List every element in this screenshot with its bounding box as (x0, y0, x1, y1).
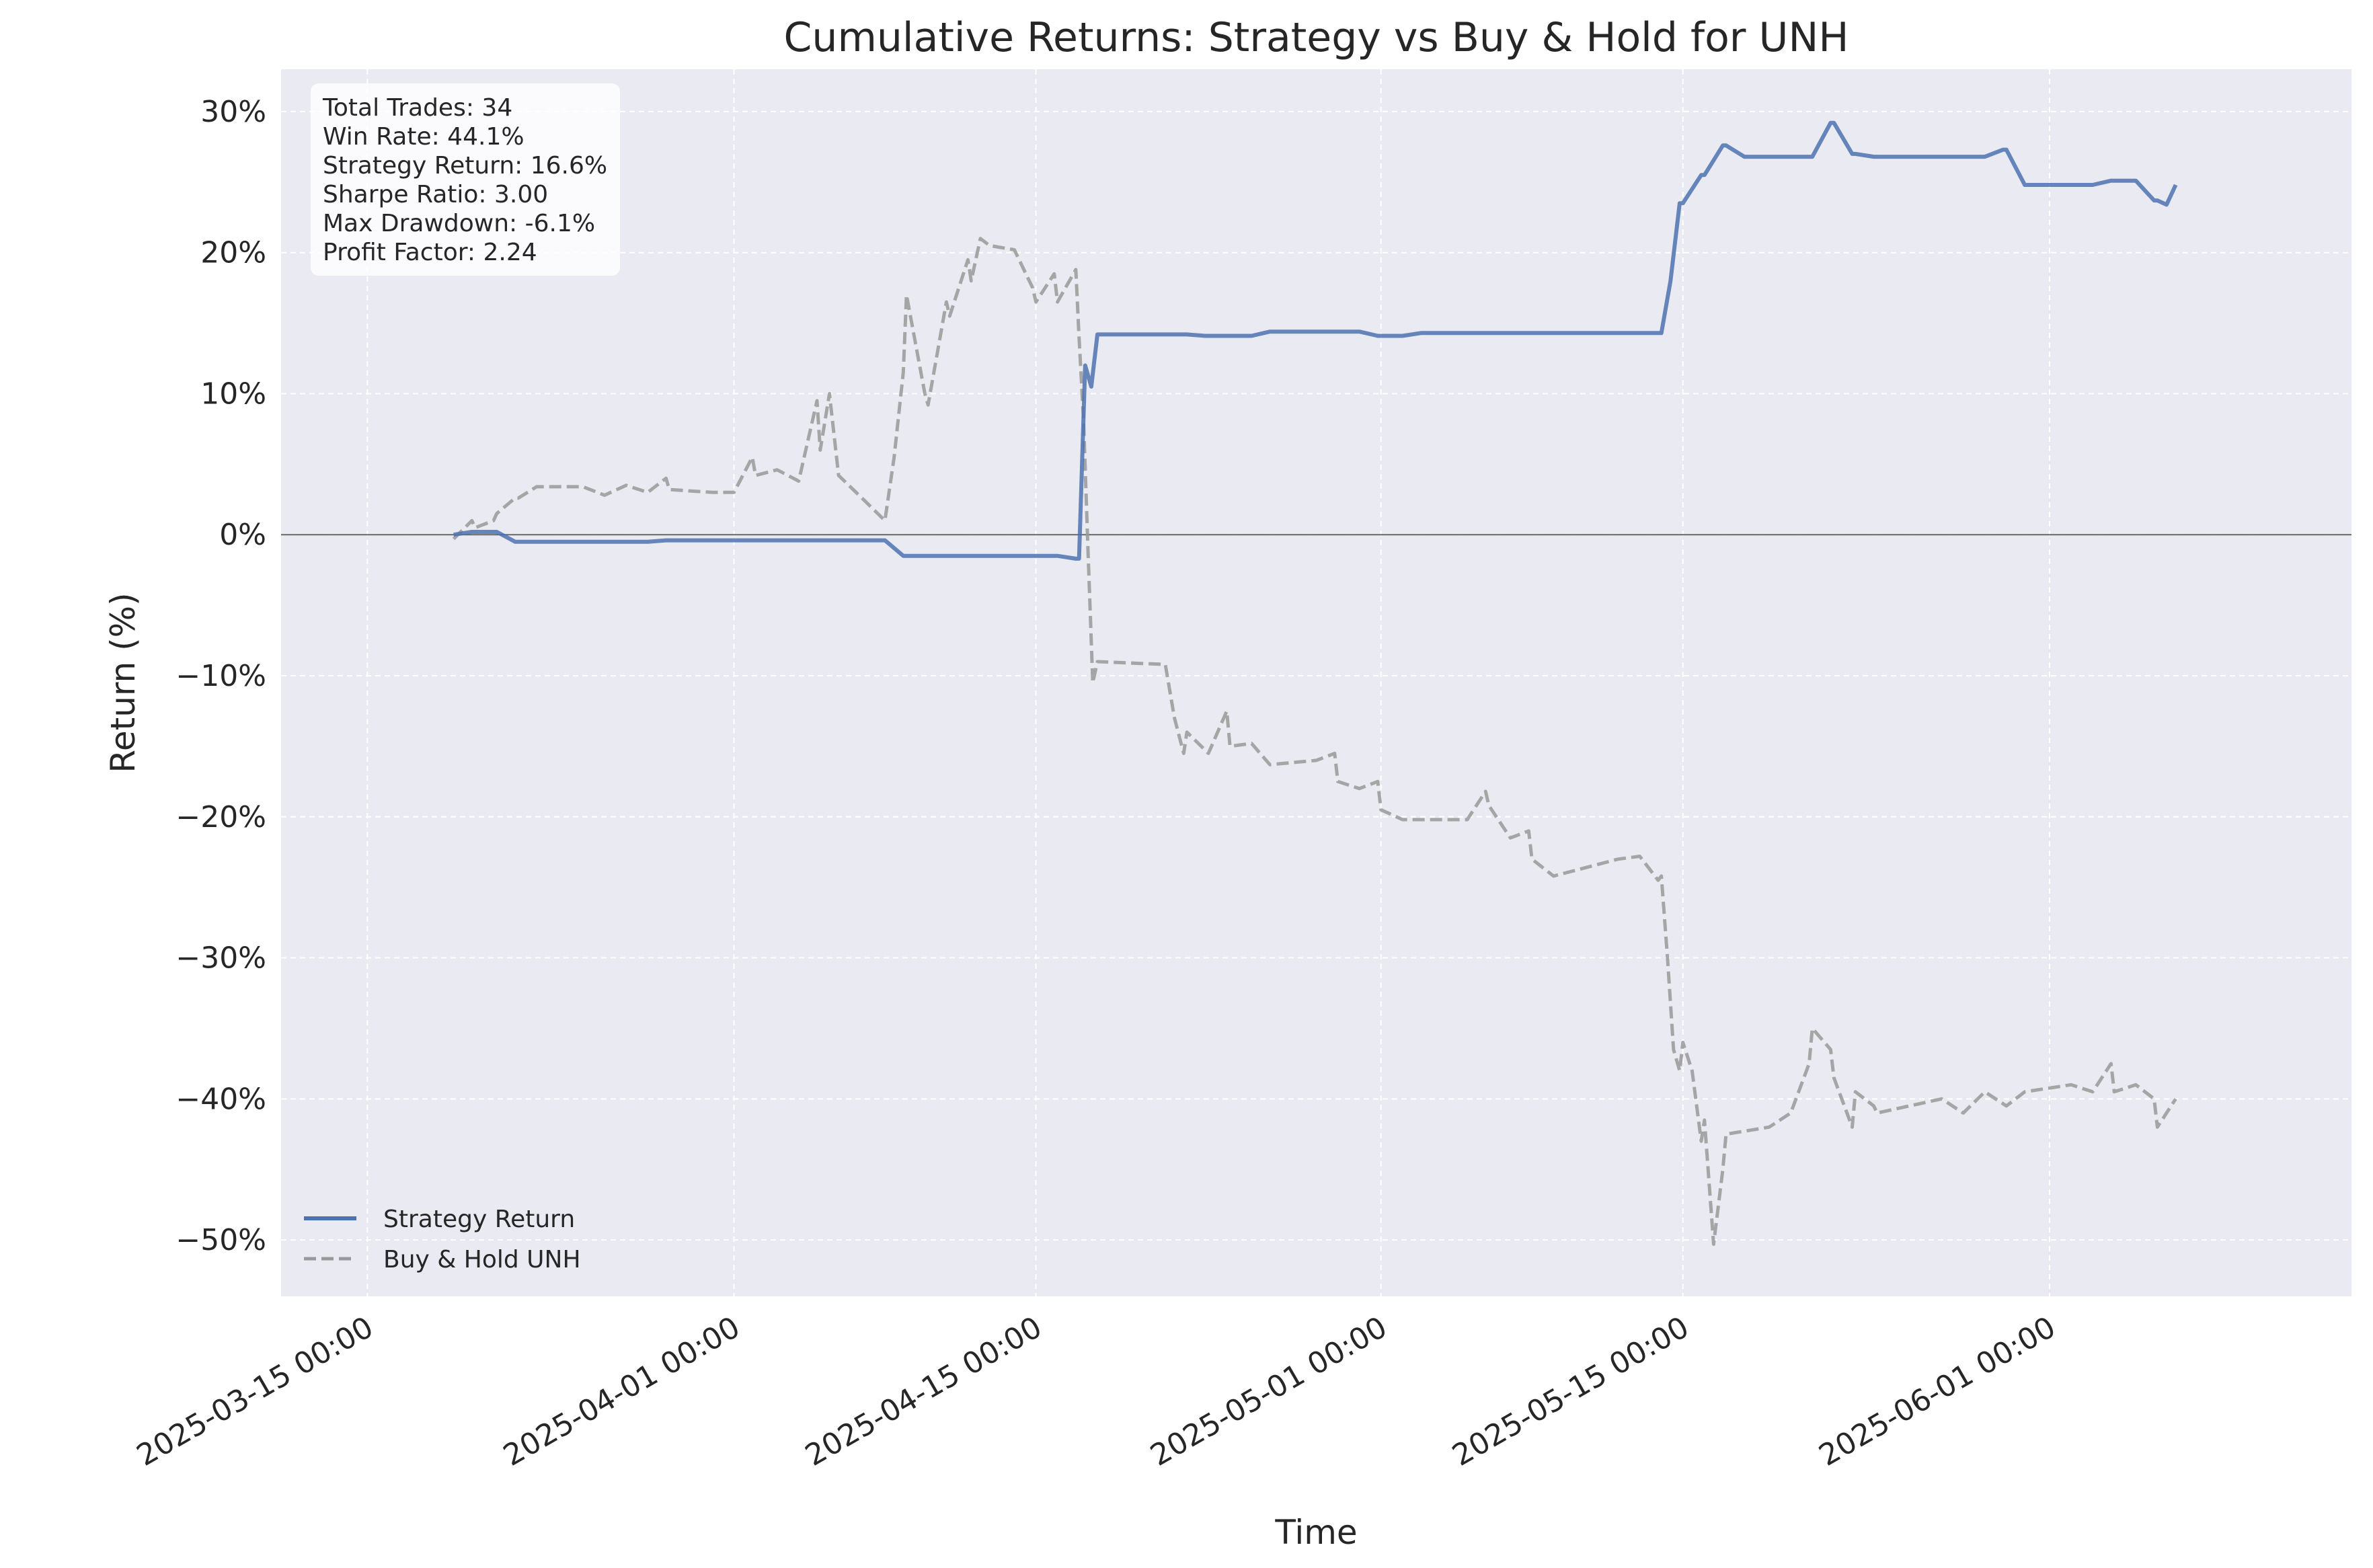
stat-strategy-return: Strategy Return: 16.6% (323, 152, 607, 180)
stats-box: Total Trades: 34 Win Rate: 44.1% Strateg… (311, 83, 620, 276)
stat-total-trades: Total Trades: 34 (322, 94, 512, 122)
series-line-buy-hold (452, 237, 2177, 1246)
plot-area (281, 69, 2351, 1296)
x-tick-label: 2025-04-15 00:00 (800, 1310, 1048, 1473)
stat-profit-factor: Profit Factor: 2.24 (323, 239, 537, 266)
x-tick-label: 2025-05-15 00:00 (1446, 1310, 1695, 1473)
y-tick-label: −20% (176, 800, 266, 834)
stat-win-rate: Win Rate: 44.1% (323, 123, 524, 151)
series-layer (452, 120, 2178, 1246)
y-tick-label: 30% (200, 95, 266, 129)
y-tick-label: 10% (200, 377, 266, 411)
legend-label-strategy: Strategy Return (383, 1206, 575, 1233)
x-axis-title: Time (1274, 1513, 1357, 1552)
x-tick-label: 2025-06-01 00:00 (1814, 1310, 2062, 1473)
y-tick-label: −30% (176, 941, 266, 976)
y-tick-label: −10% (176, 659, 266, 693)
x-axis-ticks: 2025-03-15 00:00 2025-04-01 00:00 2025-04-… (131, 1310, 2062, 1473)
stat-sharpe-ratio: Sharpe Ratio: 3.00 (323, 181, 548, 208)
x-tick-label: 2025-05-01 00:00 (1144, 1310, 1393, 1473)
x-tick-label: 2025-03-15 00:00 (131, 1310, 379, 1473)
legend: Strategy Return Buy & Hold UNH (304, 1206, 581, 1273)
chart-title: Cumulative Returns: Strategy vs Buy & Ho… (784, 14, 1849, 61)
y-tick-label: 20% (200, 236, 266, 270)
series-line-strategy (453, 120, 2178, 561)
y-axis-title: Return (%) (104, 592, 143, 773)
x-tick-label: 2025-04-01 00:00 (498, 1310, 746, 1473)
y-tick-label: −40% (176, 1082, 266, 1116)
y-tick-label: −50% (176, 1223, 266, 1257)
stat-max-drawdown: Max Drawdown: -6.1% (323, 210, 595, 237)
stats-box-background (311, 83, 620, 276)
y-tick-label: 0% (219, 518, 266, 552)
y-axis-ticks: 30% 20% 10% 0% −10% −20% −30% −40% −50% (176, 95, 266, 1257)
legend-label-buy-hold: Buy & Hold UNH (383, 1246, 581, 1273)
